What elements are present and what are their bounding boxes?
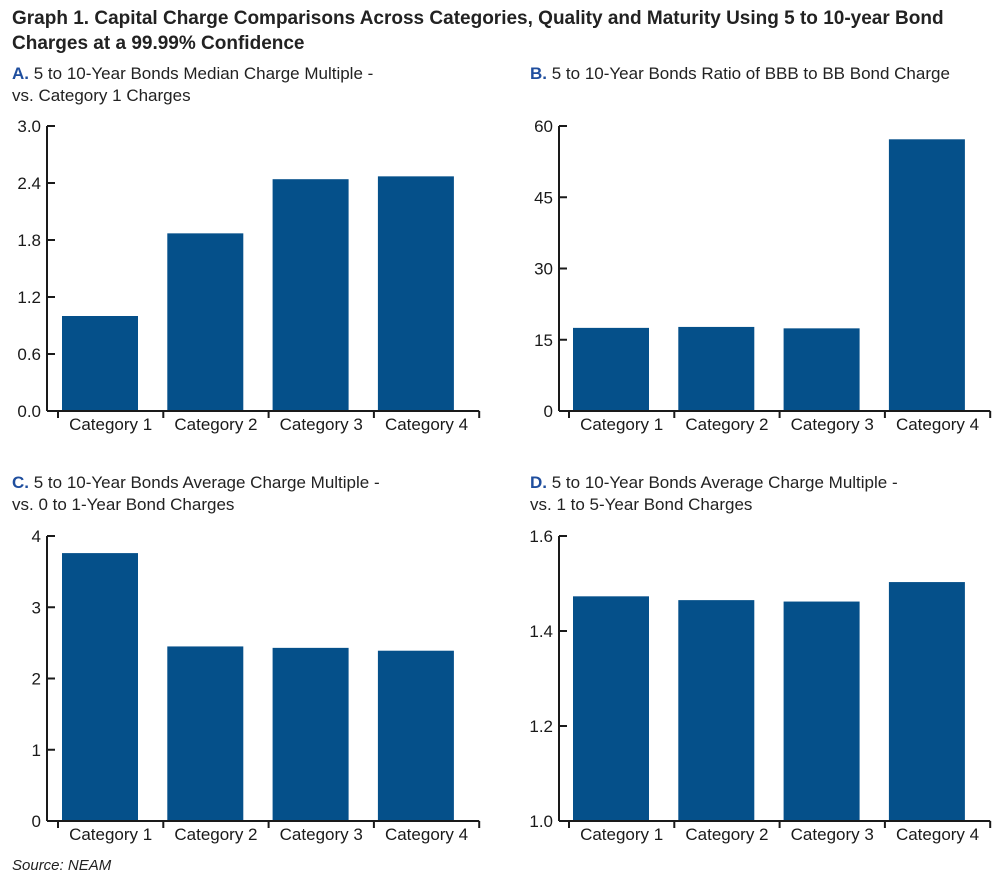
bar-d-1 bbox=[573, 596, 649, 821]
y-tick-label-a-2: 1.2 bbox=[17, 288, 41, 307]
category-label-d-3: Category 3 bbox=[791, 825, 874, 844]
category-label-c-3: Category 3 bbox=[280, 825, 363, 844]
y-tick-label-b-4: 60 bbox=[534, 117, 553, 136]
category-label-a-3: Category 3 bbox=[280, 415, 363, 434]
bar-a-2 bbox=[167, 233, 244, 411]
bar-a-3 bbox=[272, 179, 349, 411]
y-tick-label-a-3: 1.8 bbox=[17, 231, 41, 250]
bar-b-3 bbox=[783, 328, 860, 411]
y-tick-label-d-1: 1.2 bbox=[529, 717, 553, 736]
category-label-c-4: Category 4 bbox=[385, 825, 468, 844]
bar-c-3 bbox=[272, 647, 349, 821]
y-tick-label-b-1: 15 bbox=[534, 331, 553, 350]
category-label-b-4: Category 4 bbox=[896, 415, 979, 434]
bar-c-2 bbox=[167, 646, 244, 821]
y-tick-label-d-0: 1.0 bbox=[529, 812, 553, 831]
panel-d-letter: D. bbox=[530, 473, 547, 492]
panel-c-title-line2: vs. 0 to 1-Year Bond Charges bbox=[12, 495, 235, 514]
category-label-d-1: Category 1 bbox=[580, 825, 663, 844]
bar-d-3 bbox=[783, 601, 860, 821]
category-label-a-1: Category 1 bbox=[69, 415, 152, 434]
category-label-c-1: Category 1 bbox=[69, 825, 152, 844]
source-note: Source: NEAM bbox=[12, 857, 112, 874]
y-tick-label-c-4: 4 bbox=[32, 527, 41, 546]
y-tick-label-c-3: 3 bbox=[32, 598, 41, 617]
bar-d-4 bbox=[888, 582, 965, 821]
bar-b-4 bbox=[888, 139, 965, 412]
panel-d-title-line2: vs. 1 to 5-Year Bond Charges bbox=[530, 495, 753, 514]
panel-d-title-line1: 5 to 10-Year Bonds Average Charge Multip… bbox=[551, 473, 898, 492]
y-tick-label-a-4: 2.4 bbox=[17, 174, 41, 193]
panel-b-letter: B. bbox=[530, 64, 547, 83]
y-tick-label-c-2: 2 bbox=[32, 670, 41, 689]
bar-c-1 bbox=[62, 553, 138, 821]
category-label-a-4: Category 4 bbox=[385, 415, 468, 434]
y-tick-label-b-0: 0 bbox=[544, 402, 553, 421]
y-tick-label-a-1: 0.6 bbox=[17, 345, 41, 364]
bar-d-2 bbox=[678, 600, 755, 821]
category-label-b-2: Category 2 bbox=[685, 415, 768, 434]
panel-c-letter: C. bbox=[12, 473, 29, 492]
category-label-a-2: Category 2 bbox=[174, 415, 257, 434]
graph-title: Graph 1. Capital Charge Comparisons Acro… bbox=[12, 8, 944, 54]
category-label-b-3: Category 3 bbox=[791, 415, 874, 434]
panel-a-title-line1: 5 to 10-Year Bonds Median Charge Multipl… bbox=[33, 64, 374, 83]
category-label-d-2: Category 2 bbox=[685, 825, 768, 844]
bar-b-2 bbox=[678, 326, 755, 411]
y-tick-label-a-5: 3.0 bbox=[17, 117, 41, 136]
panel-b-title: B. 5 to 10-Year Bonds Ratio of BBB to BB… bbox=[530, 63, 950, 85]
y-tick-label-c-0: 0 bbox=[32, 812, 41, 831]
bar-a-1 bbox=[62, 316, 138, 411]
panel-a-title: A. 5 to 10-Year Bonds Median Charge Mult… bbox=[12, 63, 373, 107]
bar-b-1 bbox=[573, 327, 649, 411]
bar-c-4 bbox=[377, 650, 454, 821]
bar-a-4 bbox=[377, 176, 454, 411]
y-tick-label-c-1: 1 bbox=[32, 741, 41, 760]
category-label-c-2: Category 2 bbox=[174, 825, 257, 844]
category-label-d-4: Category 4 bbox=[896, 825, 979, 844]
category-label-b-1: Category 1 bbox=[580, 415, 663, 434]
y-tick-label-b-2: 30 bbox=[534, 260, 553, 279]
y-tick-label-d-2: 1.4 bbox=[529, 622, 553, 641]
panel-c-title: C. 5 to 10-Year Bonds Average Charge Mul… bbox=[12, 472, 380, 516]
panel-b-title-line1: 5 to 10-Year Bonds Ratio of BBB to BB Bo… bbox=[551, 64, 950, 83]
y-tick-label-d-3: 1.6 bbox=[529, 527, 553, 546]
panel-a-letter: A. bbox=[12, 64, 29, 83]
panel-c-title-line1: 5 to 10-Year Bonds Average Charge Multip… bbox=[33, 473, 380, 492]
y-tick-label-a-0: 0.0 bbox=[17, 402, 41, 421]
panel-a-title-line2: vs. Category 1 Charges bbox=[12, 86, 191, 105]
y-tick-label-b-3: 45 bbox=[534, 188, 553, 207]
panel-d-title: D. 5 to 10-Year Bonds Average Charge Mul… bbox=[530, 472, 898, 516]
